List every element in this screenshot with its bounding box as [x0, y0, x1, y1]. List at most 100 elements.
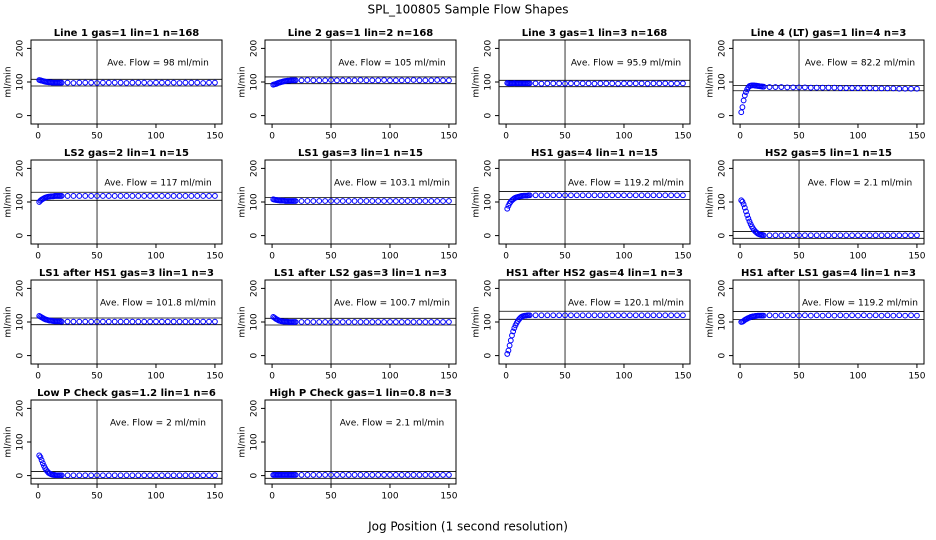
point — [568, 80, 574, 87]
y-tick-label: 100 — [250, 313, 260, 330]
y-tick-label: 200 — [718, 160, 728, 177]
point — [766, 312, 773, 319]
x-tick-label: 50 — [559, 252, 571, 262]
x-tick-label: 100 — [147, 372, 164, 382]
point — [369, 319, 376, 325]
point — [316, 319, 323, 325]
point — [680, 80, 686, 87]
x-tick-label: 150 — [206, 372, 223, 382]
point — [351, 319, 358, 325]
point — [766, 84, 773, 90]
point — [147, 472, 153, 479]
x-tick-label: 0 — [35, 372, 41, 382]
annotation: Ave. Flow = 119.2 ml/min — [568, 179, 684, 189]
point — [644, 80, 651, 87]
point — [825, 84, 832, 91]
y-tick-label: 0 — [16, 112, 26, 118]
point — [440, 319, 446, 325]
y-tick-label: 100 — [16, 193, 26, 210]
x-tick-label: 0 — [35, 252, 41, 262]
point — [532, 312, 539, 319]
point — [796, 232, 802, 239]
point — [603, 312, 610, 319]
annotation: Ave. Flow = 98 ml/min — [107, 59, 209, 69]
point — [579, 312, 586, 319]
point — [568, 192, 574, 199]
x-tick-label: 150 — [440, 132, 457, 142]
point — [656, 312, 663, 319]
point — [784, 84, 791, 91]
point — [58, 472, 65, 479]
point — [194, 193, 201, 199]
point — [88, 318, 95, 325]
point — [153, 193, 159, 199]
x-tick-label: 50 — [793, 252, 805, 262]
point — [141, 193, 148, 199]
point — [334, 319, 340, 325]
point — [387, 472, 393, 478]
y-axis-label: ml/min — [4, 66, 14, 97]
y-tick-label: 200 — [250, 280, 260, 297]
point — [743, 208, 749, 215]
x-tick-label: 0 — [269, 252, 275, 262]
point — [345, 319, 352, 325]
point — [585, 80, 592, 87]
annotation: Ave. Flow = 2.1 ml/min — [340, 419, 444, 429]
point — [375, 77, 382, 84]
x-tick-label: 0 — [35, 132, 41, 142]
point — [117, 472, 124, 479]
point — [351, 472, 358, 478]
x-tick-label: 150 — [674, 372, 691, 382]
x-tick-label: 100 — [147, 132, 164, 142]
x-tick-label: 100 — [147, 492, 164, 502]
point — [890, 312, 897, 319]
point — [428, 198, 435, 204]
point — [322, 198, 329, 204]
point — [182, 472, 189, 479]
point — [591, 312, 598, 319]
panel-title: HS1 gas=4 lin=1 n=15 — [531, 148, 658, 159]
point — [292, 319, 299, 325]
point — [446, 472, 452, 478]
point — [674, 192, 680, 199]
point — [105, 318, 112, 325]
point — [416, 472, 423, 478]
x-tick-label: 0 — [269, 132, 275, 142]
point — [298, 77, 305, 84]
panel-title: Line 1 gas=1 lin=1 n=168 — [54, 28, 200, 39]
point — [526, 80, 533, 87]
point — [123, 472, 130, 479]
point — [609, 80, 616, 87]
point — [428, 319, 435, 325]
point — [345, 198, 352, 204]
y-tick-label: 200 — [16, 280, 26, 297]
point — [739, 198, 746, 205]
point — [434, 319, 441, 325]
point — [585, 312, 592, 319]
point — [94, 318, 100, 325]
point — [585, 192, 592, 199]
point — [123, 193, 130, 199]
point — [532, 80, 539, 87]
point — [392, 472, 399, 478]
point — [544, 80, 551, 87]
point — [784, 232, 791, 239]
point — [375, 472, 382, 478]
y-tick-label: 100 — [16, 313, 26, 330]
y-tick-label: 200 — [250, 40, 260, 57]
point — [64, 193, 71, 199]
x-tick-label: 0 — [737, 372, 743, 382]
panel-title: High P Check gas=1 lin=0.8 n=3 — [269, 388, 451, 399]
point — [339, 319, 346, 325]
y-tick-label: 0 — [250, 352, 260, 358]
point — [64, 318, 71, 325]
y-axis-label: ml/min — [472, 306, 482, 337]
point — [82, 193, 89, 199]
point — [680, 192, 686, 199]
point — [562, 192, 568, 199]
point — [538, 192, 545, 199]
panel-title: HS1 after HS2 gas=4 lin=1 n=3 — [506, 268, 683, 279]
point — [908, 85, 914, 92]
annotation: Ave. Flow = 120.1 ml/min — [568, 299, 684, 309]
point — [825, 312, 832, 319]
